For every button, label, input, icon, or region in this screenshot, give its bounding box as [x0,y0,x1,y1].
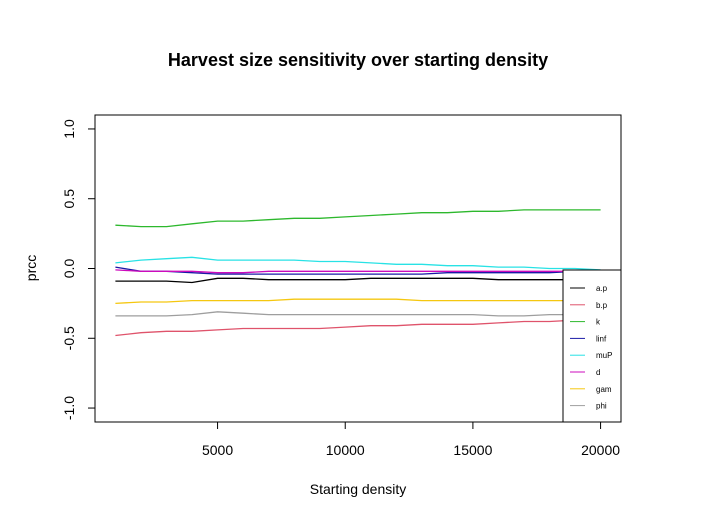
y-tick-label: 0.5 [61,189,77,209]
legend-label: gam [596,385,612,394]
legend-box [562,269,622,423]
x-tick-label: 5000 [202,442,233,458]
x-tick-label: 20000 [581,442,620,458]
x-tick-label: 15000 [453,442,492,458]
x-axis-label: Starting density [310,481,407,497]
series-line-linf [115,266,601,275]
series-line-gam [115,298,601,305]
series-line-k [115,209,601,228]
legend-label: b.p [596,301,608,310]
legend-label: muP [596,351,612,360]
series-line-muP [115,256,601,271]
series-line-phi [115,311,601,317]
series-line-b-p [115,319,601,337]
series-line-d [115,269,601,274]
x-tick-label: 10000 [326,442,365,458]
y-tick-label: 0.0 [61,259,77,279]
x-axis: 5000 10000 15000 20000 [202,421,620,458]
legend: a.p b.p k linf muP d gam phi [562,269,622,423]
series-line-a-p [115,277,601,284]
legend-label: phi [596,402,607,411]
legend-label: k [596,318,601,327]
y-tick-label: -0.5 [61,326,77,350]
series-layer [115,209,601,337]
chart-title: Harvest size sensitivity over starting d… [168,50,548,70]
y-tick-label: 1.0 [61,119,77,139]
y-axis: -1.0 -0.5 0.0 0.5 1.0 [61,119,96,420]
legend-label: d [596,368,600,377]
y-axis-label: prcc [23,255,39,281]
y-tick-label: -1.0 [61,396,77,420]
legend-label: linf [596,334,607,343]
legend-label: a.p [596,284,608,293]
